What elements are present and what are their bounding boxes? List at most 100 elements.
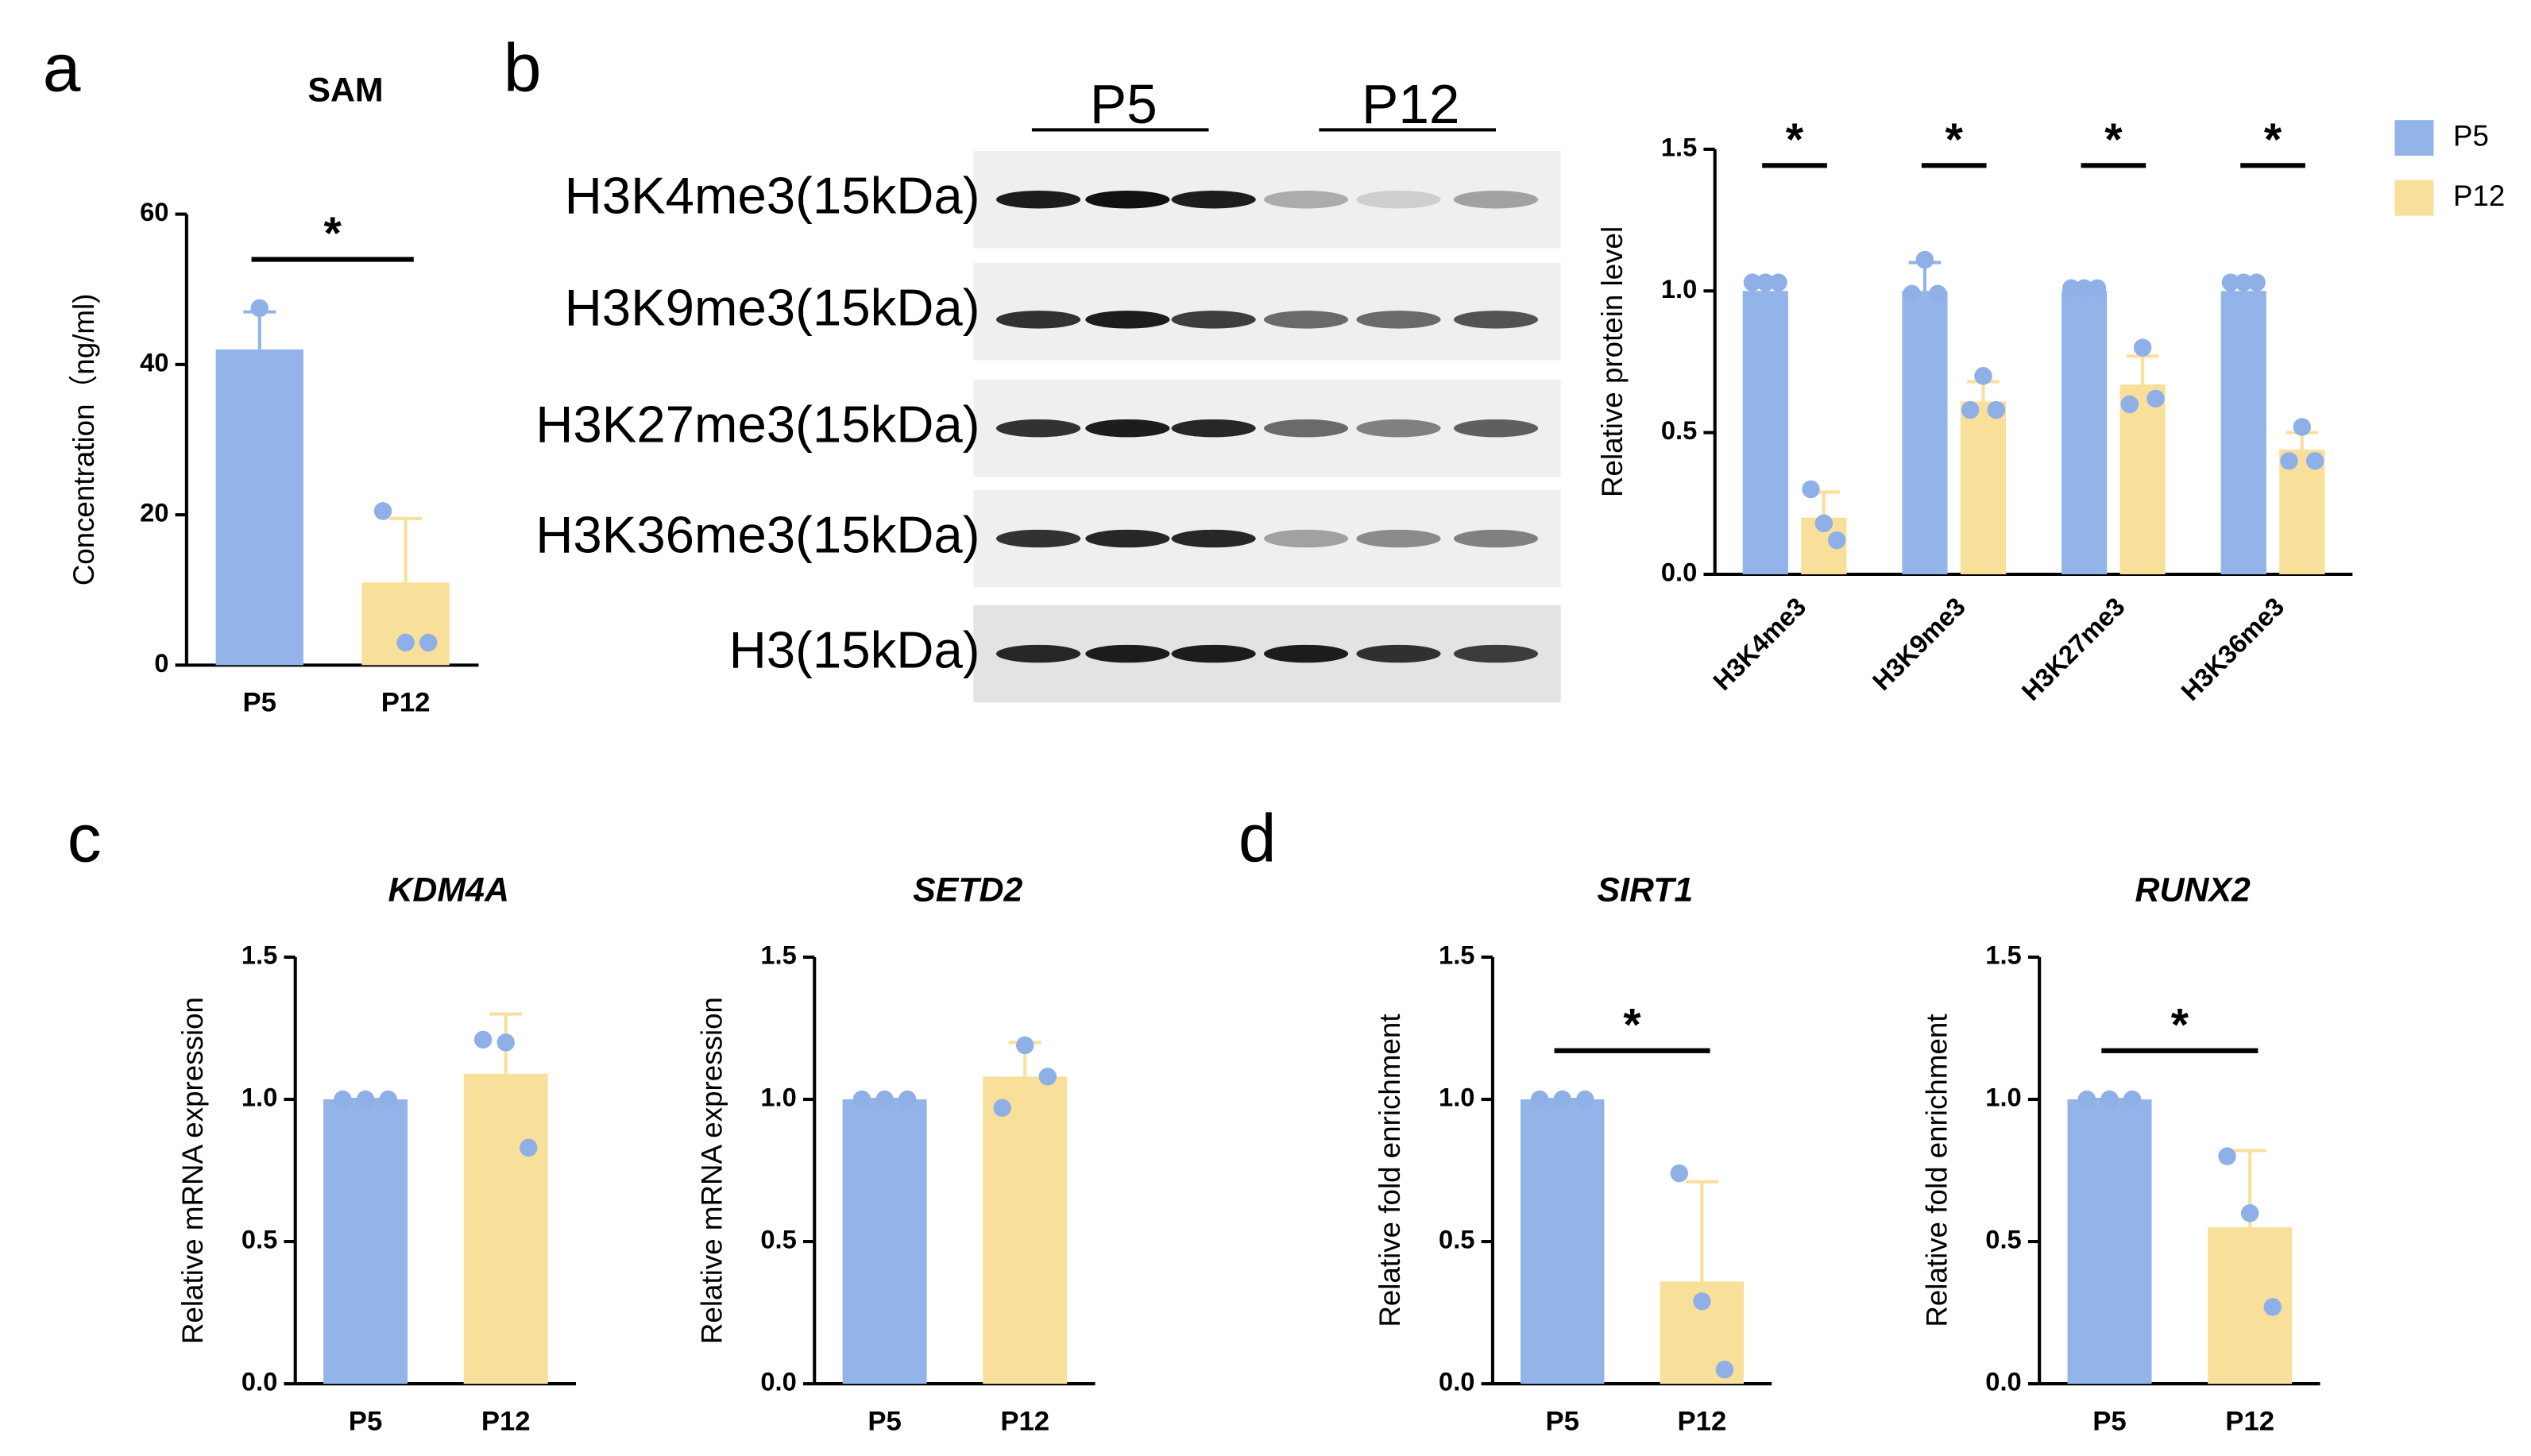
blot-strip [973, 262, 1561, 361]
x-tick-label: P5 [349, 1406, 382, 1436]
y-tick-label: 0.0 [242, 1367, 277, 1396]
x-tick-label: H3K36me3 [2175, 592, 2289, 706]
data-point [2240, 1204, 2259, 1222]
data-point [373, 502, 392, 520]
panel-label: d [1238, 801, 1277, 877]
data-point [2075, 279, 2093, 297]
data-point [1038, 1068, 1057, 1086]
blot-band [1171, 419, 1256, 438]
data-point [1530, 1090, 1549, 1109]
y-tick-label: 0.0 [1985, 1367, 2021, 1396]
data-point [2088, 279, 2107, 297]
blot-band [1085, 311, 1170, 329]
data-point [1756, 273, 1775, 292]
data-point [356, 1090, 375, 1109]
data-point [993, 1099, 1011, 1117]
legend-swatch [2394, 180, 2434, 216]
error-bar [389, 516, 422, 583]
blot-band [1085, 419, 1170, 438]
x-tick-label: P12 [1000, 1406, 1049, 1436]
x-tick-label: P12 [481, 1406, 531, 1436]
blot-band [1356, 419, 1441, 438]
y-tick-label: 40 [140, 347, 168, 377]
y-tick-label: 1.5 [242, 940, 277, 970]
y-tick-label: 1.0 [760, 1083, 796, 1112]
error-bar [2126, 354, 2159, 384]
data-point [419, 633, 438, 652]
bar [1902, 291, 1948, 574]
data-point [2218, 1147, 2236, 1165]
bar [2062, 291, 2108, 574]
chart-title: SAM [307, 71, 383, 110]
y-tick-label: 0.0 [1661, 558, 1697, 587]
y-axis-label: Relative mRNA expression [695, 997, 728, 1344]
data-point [1576, 1090, 1594, 1109]
y-axis-label: Concentration（ng/ml) [68, 294, 100, 586]
data-point [379, 1090, 397, 1109]
blot-band [995, 529, 1081, 548]
data-point [1961, 400, 1980, 419]
blot-band [1356, 644, 1441, 663]
blot-row-label: H3(15kDa) [729, 620, 980, 678]
blot-band [1171, 529, 1256, 548]
y-tick-label: 0 [154, 648, 168, 678]
data-point [898, 1090, 917, 1109]
significance-label: * [324, 208, 342, 259]
y-tick-label: 0.5 [1985, 1225, 2021, 1254]
data-point [1769, 273, 1787, 292]
blot-row-label: H3K36me3(15kDa) [535, 505, 980, 563]
x-tick-label: H3K4me3 [1707, 592, 1811, 696]
legend-swatch [2394, 120, 2434, 156]
y-tick-label: 0.5 [760, 1225, 796, 1254]
bar [2220, 291, 2266, 574]
data-point [875, 1090, 894, 1109]
data-point [2100, 1090, 2119, 1109]
y-tick-label: 0.0 [1439, 1367, 1474, 1396]
chart-title: RUNX2 [2135, 871, 2251, 910]
data-point [1553, 1090, 1571, 1109]
blot-row-label: H3K9me3(15kDa) [565, 278, 980, 336]
data-point [334, 1090, 352, 1109]
data-point [852, 1090, 871, 1109]
significance-label: * [2104, 114, 2123, 165]
data-point [2133, 338, 2152, 357]
y-tick-label: 1.5 [1439, 940, 1474, 970]
blot-band [1453, 644, 1539, 663]
y-axis-label: Relative fold enrichment [1920, 1014, 1953, 1327]
significance-label: * [1623, 999, 1641, 1050]
panel-label: a [43, 30, 81, 106]
data-point [396, 633, 415, 652]
data-point [2293, 418, 2312, 436]
y-tick-label: 1.5 [1661, 133, 1697, 162]
x-tick-label: P12 [1678, 1406, 1727, 1436]
chart-title: SETD2 [913, 871, 1022, 910]
blot-band [1171, 311, 1256, 329]
blot-row-label: H3K4me3(15kDa) [565, 166, 980, 224]
data-point [1903, 284, 1921, 303]
blot-band [995, 311, 1081, 329]
blot-band [1171, 190, 1256, 209]
blot-band [1085, 190, 1170, 209]
chart-title: KDM4A [388, 871, 508, 910]
blot-band [1453, 190, 1539, 209]
bar [361, 582, 450, 666]
x-tick-label: H3K9me3 [1867, 592, 1971, 696]
blot-band [1356, 529, 1441, 548]
blot-band [1085, 529, 1170, 548]
x-tick-label: P12 [381, 688, 431, 718]
data-point [2120, 395, 2139, 414]
legend-label: P5 [2453, 119, 2489, 152]
x-tick-label: P5 [867, 1406, 901, 1436]
y-tick-label: 20 [140, 498, 168, 527]
bar [215, 349, 303, 666]
y-tick-label: 0.0 [760, 1367, 796, 1396]
data-point [2221, 273, 2240, 292]
significance-label: * [1786, 114, 1804, 165]
legend-label: P12 [2453, 180, 2505, 212]
data-point [1929, 284, 1947, 303]
y-tick-label: 1.0 [1439, 1083, 1474, 1112]
data-point [1987, 400, 2006, 419]
blot-band [1263, 419, 1349, 438]
